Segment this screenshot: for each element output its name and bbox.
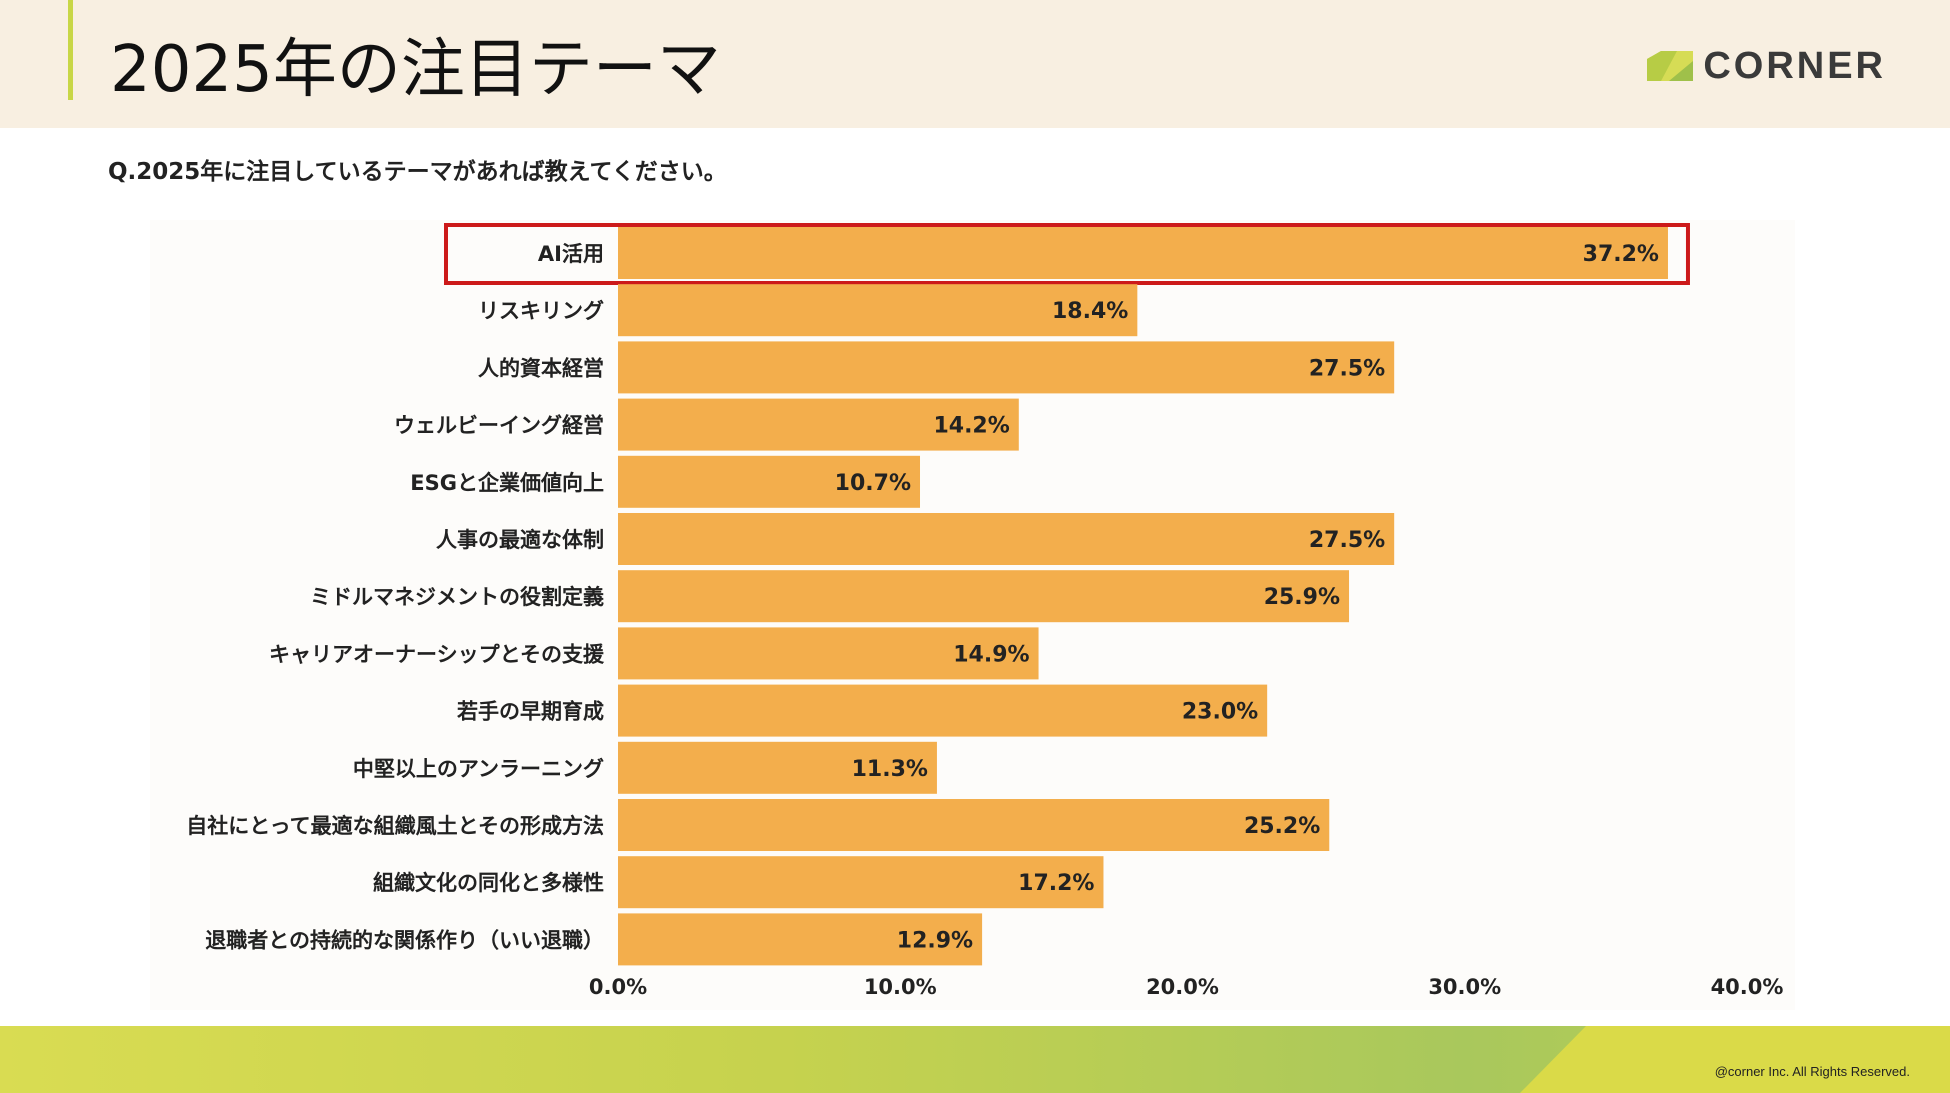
copyright: @corner Inc. All Rights Reserved. bbox=[1714, 1064, 1910, 1079]
page-title: 2025年の注目テーマ bbox=[110, 33, 721, 107]
bar-value-label-2: 27.5% bbox=[1309, 356, 1385, 381]
bar-10 bbox=[618, 799, 1330, 851]
x-tick-label-2: 20.0% bbox=[1146, 975, 1219, 999]
bar-11 bbox=[618, 856, 1104, 909]
x-tick-label-1: 10.0% bbox=[864, 975, 937, 999]
bar-value-label-5: 27.5% bbox=[1309, 528, 1385, 553]
x-tick-label-0: 0.0% bbox=[589, 975, 647, 999]
brand-logo: CORNER bbox=[1647, 44, 1886, 88]
category-label-8: 若手の早期育成 bbox=[456, 700, 604, 724]
bar-3 bbox=[618, 398, 1019, 451]
bar-value-label-3: 14.2% bbox=[933, 414, 1009, 439]
category-label-1: リスキリング bbox=[478, 299, 604, 323]
bar-value-label-12: 12.9% bbox=[897, 928, 973, 953]
bar-value-label-8: 23.0% bbox=[1182, 700, 1258, 725]
corner-logo-icon bbox=[1647, 51, 1694, 81]
footer-stripe bbox=[1520, 1026, 1950, 1093]
header: 2025年の注目テーマ CORNER bbox=[0, 0, 1950, 128]
bar-6 bbox=[618, 570, 1350, 623]
category-label-5: 人事の最適な体制 bbox=[436, 528, 604, 552]
bar-4 bbox=[618, 455, 921, 508]
bar-0 bbox=[618, 227, 1668, 279]
question-text: Q.2025年に注目しているテーマがあれば教えてください。 bbox=[108, 159, 727, 185]
bar-value-label-7: 14.9% bbox=[953, 642, 1029, 667]
bar-value-label-10: 25.2% bbox=[1244, 814, 1320, 839]
x-tick-label-3: 30.0% bbox=[1428, 975, 1501, 999]
chart-panel: 37.2% AI活用 18.4% リスキリング 27.5% 人的資本経営 14.2% ウェルビ… bbox=[150, 220, 1795, 1010]
x-tick-label-4: 40.0% bbox=[1711, 975, 1784, 999]
bar-value-label-0: 37.2% bbox=[1583, 242, 1659, 267]
category-label-9: 中堅以上のアンラーニング bbox=[353, 757, 604, 781]
category-label-3: ウェルビーイング経営 bbox=[394, 414, 604, 438]
bar-value-label-6: 25.9% bbox=[1264, 585, 1340, 610]
brand-name: CORNER bbox=[1703, 44, 1886, 87]
bar-chart: 37.2% AI活用 18.4% リスキリング 27.5% 人的資本経営 14.2% ウェルビ… bbox=[186, 223, 1784, 999]
bar-1 bbox=[618, 284, 1138, 337]
category-label-0: AI活用 bbox=[538, 242, 604, 266]
bar-value-label-1: 18.4% bbox=[1052, 299, 1128, 324]
category-label-10: 自社にとって最適な組織風土とその形成方法 bbox=[186, 814, 604, 838]
bar-8 bbox=[618, 684, 1268, 737]
bar-9 bbox=[618, 741, 937, 794]
category-label-12: 退職者との持続的な関係作り（いい退職） bbox=[205, 928, 604, 952]
category-label-2: 人的資本経営 bbox=[478, 356, 604, 380]
bar-7 bbox=[618, 627, 1039, 680]
highlight-box bbox=[444, 223, 1690, 285]
category-label-4: ESGと企業価値向上 bbox=[410, 471, 604, 495]
bar-value-label-11: 17.2% bbox=[1018, 871, 1094, 896]
bar-value-label-9: 11.3% bbox=[852, 757, 928, 782]
category-label-6: ミドルマネジメントの役割定義 bbox=[310, 585, 604, 609]
bar-12 bbox=[618, 913, 983, 966]
bar-2 bbox=[618, 341, 1395, 394]
category-label-7: キャリアオーナーシップとその支援 bbox=[269, 642, 605, 666]
bar-5 bbox=[618, 513, 1395, 565]
title-accent-bar bbox=[68, 0, 73, 100]
bar-value-label-4: 10.7% bbox=[835, 471, 911, 496]
category-label-11: 組織文化の同化と多様性 bbox=[373, 871, 604, 895]
footer-band: @corner Inc. All Rights Reserved. bbox=[0, 1026, 1950, 1093]
